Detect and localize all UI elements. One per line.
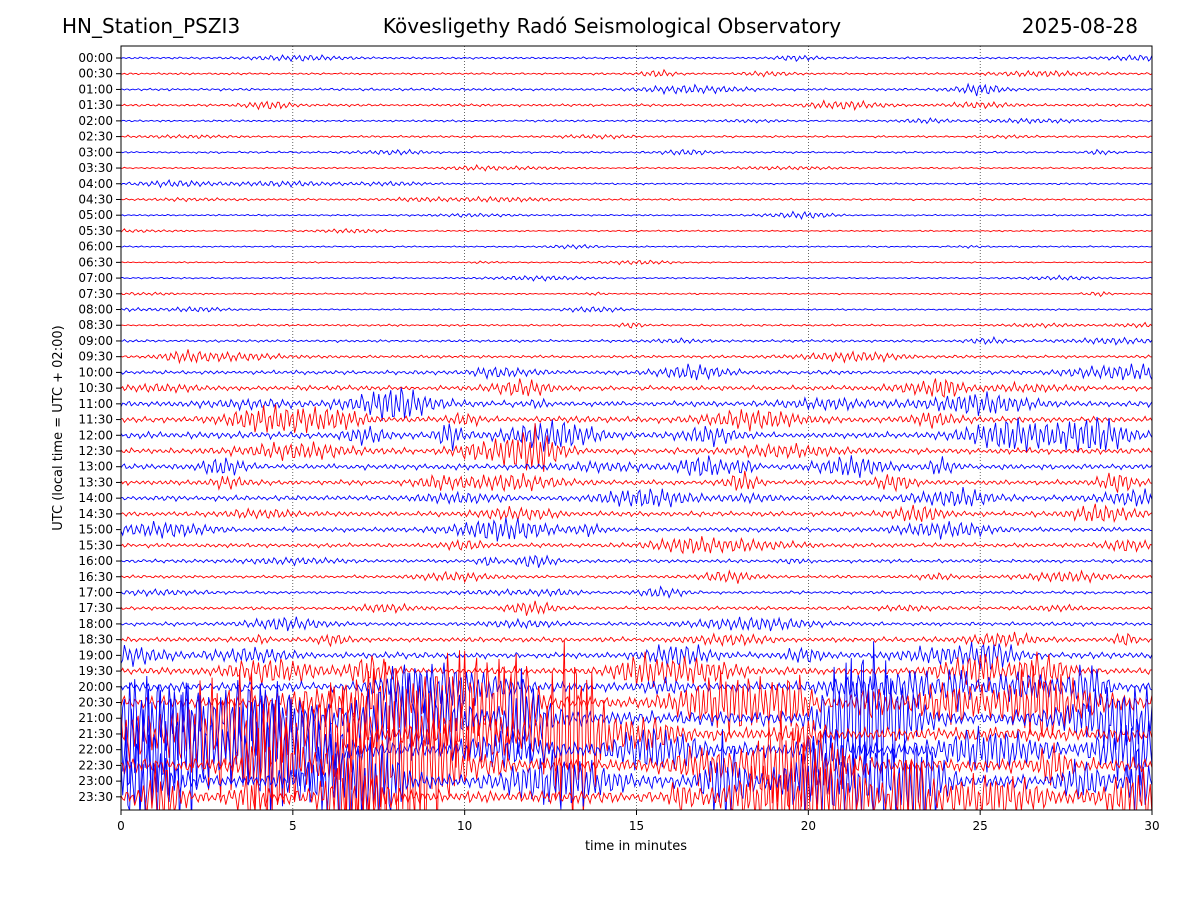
y-tick-label: 05:30 (78, 224, 113, 238)
x-tick-label: 0 (117, 819, 125, 833)
y-tick-label: 17:30 (78, 601, 113, 615)
y-tick-label: 15:00 (78, 523, 113, 537)
y-tick-label: 09:30 (78, 350, 113, 364)
x-axis-label: time in minutes (585, 839, 687, 854)
y-tick-label: 19:30 (78, 664, 113, 678)
trace-0430 (121, 197, 1152, 202)
y-tick-label: 12:30 (78, 444, 113, 458)
y-tick-label: 16:00 (78, 554, 113, 568)
trace-1630 (121, 571, 1152, 584)
y-tick-label: 14:00 (78, 491, 113, 505)
y-axis-ticks: 00:00 00:3001:00 01:30 02:00 02:3003:00 03:30… (78, 51, 121, 804)
trace-0600 (121, 245, 1152, 249)
y-tick-label: 12:00 (78, 428, 113, 442)
y-tick-label: 20:30 (78, 696, 113, 710)
y-tick-label: 14:30 (78, 507, 113, 521)
y-tick-label: 07:00 (78, 271, 113, 285)
x-tick-label: 15 (629, 819, 644, 833)
y-tick-label: 06:30 (78, 255, 113, 269)
y-tick-label: 05:00 (78, 208, 113, 222)
trace-1200 (121, 417, 1152, 452)
y-tick-label: 10:00 (78, 365, 113, 379)
y-tick-label: 17:00 (78, 585, 113, 599)
y-tick-label: 23:30 (78, 790, 113, 804)
y-tick-label: 07:30 (78, 287, 113, 301)
y-tick-label: 10:30 (78, 381, 113, 395)
y-tick-label: 04:30 (78, 192, 113, 206)
y-tick-label: 11:30 (78, 413, 113, 427)
trace-1330 (121, 471, 1152, 493)
x-tick-label: 30 (1144, 819, 1159, 833)
trace-0130 (121, 101, 1152, 110)
y-tick-label: 22:00 (78, 743, 113, 757)
trace-1000 (121, 364, 1152, 380)
y-tick-label: 01:00 (78, 82, 113, 96)
y-tick-label: 20:00 (78, 680, 113, 694)
y-tick-label: 09:00 (78, 334, 113, 348)
x-axis-ticks: 0 5 10 15 20 25 30 (117, 810, 1159, 833)
y-tick-label: 11:00 (78, 397, 113, 411)
y-tick-label: 13:30 (78, 475, 113, 489)
trace-0230 (121, 135, 1152, 139)
helicorder-plot: 00:00 00:3001:00 01:30 02:00 02:3003:00 03:30… (0, 0, 1200, 900)
x-tick-label: 25 (973, 819, 988, 833)
y-tick-label: 13:00 (78, 460, 113, 474)
y-tick-label: 18:00 (78, 617, 113, 631)
y-tick-label: 00:30 (78, 67, 113, 81)
y-tick-label: 01:30 (78, 98, 113, 112)
trace-0930 (121, 349, 1152, 362)
y-tick-label: 23:00 (78, 774, 113, 788)
y-tick-label: 22:30 (78, 758, 113, 772)
y-tick-label: 02:00 (78, 114, 113, 128)
trace-1300 (121, 455, 1152, 478)
y-tick-label: 16:30 (78, 570, 113, 584)
y-tick-label: 19:00 (78, 648, 113, 662)
y-tick-label: 02:30 (78, 130, 113, 144)
y-tick-label: 21:30 (78, 727, 113, 741)
trace-1430 (121, 504, 1152, 522)
y-tick-label: 00:00 (78, 51, 113, 65)
y-tick-label: 08:30 (78, 318, 113, 332)
y-tick-label: 04:00 (78, 177, 113, 191)
y-tick-label: 08:00 (78, 303, 113, 317)
y-tick-label: 18:30 (78, 633, 113, 647)
y-tick-label: 06:00 (78, 240, 113, 254)
x-tick-label: 20 (801, 819, 816, 833)
x-tick-label: 10 (457, 819, 472, 833)
y-tick-label: 21:00 (78, 711, 113, 725)
y-tick-label: 03:00 (78, 145, 113, 159)
x-tick-label: 5 (289, 819, 297, 833)
y-tick-label: 03:30 (78, 161, 113, 175)
y-axis-label: UTC (local time = UTC + 02:00) (51, 325, 66, 530)
y-tick-label: 15:30 (78, 538, 113, 552)
